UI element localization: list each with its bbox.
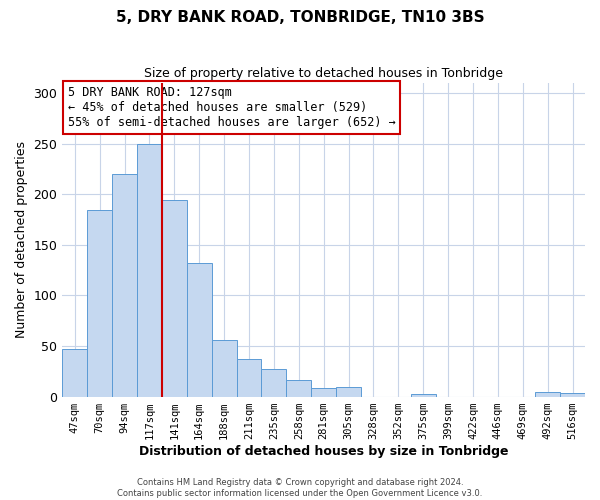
Bar xyxy=(87,210,112,396)
Text: Contains HM Land Registry data © Crown copyright and database right 2024.
Contai: Contains HM Land Registry data © Crown c… xyxy=(118,478,482,498)
Bar xyxy=(137,144,162,396)
Bar xyxy=(286,380,311,396)
Bar xyxy=(212,340,236,396)
Text: 5 DRY BANK ROAD: 127sqm
← 45% of detached houses are smaller (529)
55% of semi-d: 5 DRY BANK ROAD: 127sqm ← 45% of detache… xyxy=(68,86,395,129)
Y-axis label: Number of detached properties: Number of detached properties xyxy=(15,142,28,338)
X-axis label: Distribution of detached houses by size in Tonbridge: Distribution of detached houses by size … xyxy=(139,444,508,458)
Bar xyxy=(336,388,361,396)
Bar xyxy=(560,392,585,396)
Bar xyxy=(262,370,286,396)
Bar xyxy=(535,392,560,396)
Bar xyxy=(62,349,87,397)
Bar xyxy=(236,359,262,397)
Text: 5, DRY BANK ROAD, TONBRIDGE, TN10 3BS: 5, DRY BANK ROAD, TONBRIDGE, TN10 3BS xyxy=(116,10,484,25)
Bar xyxy=(411,394,436,396)
Bar xyxy=(162,200,187,396)
Bar xyxy=(187,263,212,396)
Title: Size of property relative to detached houses in Tonbridge: Size of property relative to detached ho… xyxy=(144,68,503,80)
Bar xyxy=(112,174,137,396)
Bar xyxy=(311,388,336,396)
